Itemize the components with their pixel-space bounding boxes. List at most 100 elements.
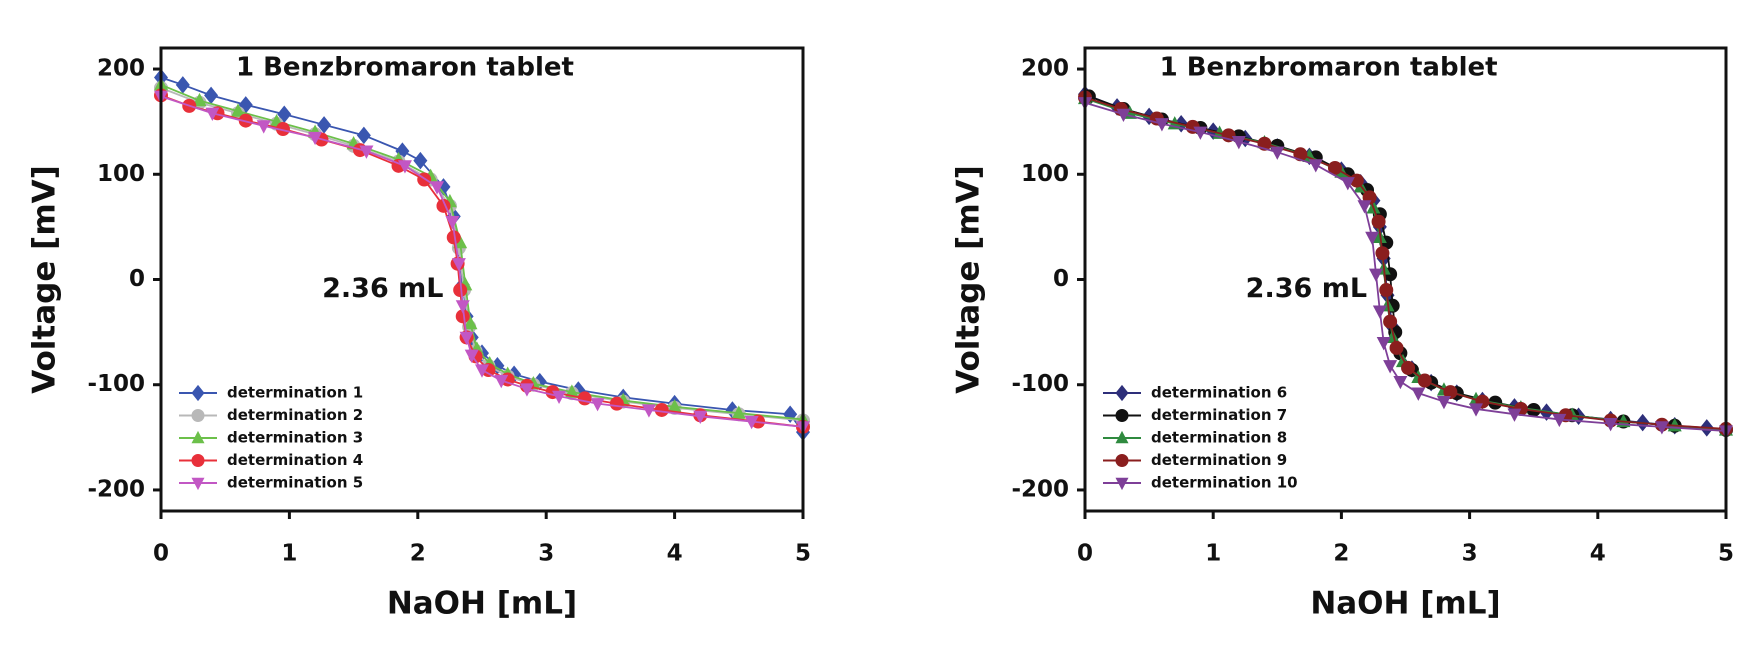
- legend-marker: [191, 477, 205, 491]
- data-point: [453, 283, 468, 298]
- x-tick-label: 2: [410, 541, 426, 567]
- x-axis-title: NaOH [mL]: [1310, 586, 1500, 622]
- x-tick-label: 5: [1718, 541, 1734, 567]
- data-point: [275, 122, 290, 137]
- chart-title: 1 Benzbromaron tablet: [236, 53, 574, 83]
- data-point: [455, 309, 470, 324]
- y-tick-label: 100: [97, 161, 145, 187]
- data-point: [459, 331, 474, 346]
- x-tick-label: 3: [538, 541, 554, 567]
- series-line: [160, 76, 804, 433]
- data-point: [1436, 395, 1451, 410]
- y-tick-label: -100: [87, 371, 145, 397]
- data-point: [1552, 413, 1567, 428]
- y-tick-label: 100: [1021, 161, 1069, 187]
- legend-marker: [1115, 477, 1129, 491]
- x-tick-label: 4: [667, 541, 683, 567]
- data-point: [231, 103, 246, 117]
- annotation: 2.36 mL: [1246, 273, 1367, 304]
- chart-title: 1 Benzbromaron tablet: [1160, 53, 1498, 83]
- y-tick-label: -200: [1011, 476, 1069, 502]
- plot-frame: [1083, 46, 1728, 513]
- data-point: [744, 415, 759, 430]
- data-point: [1371, 214, 1386, 229]
- legend-label: determination 6: [1151, 384, 1287, 402]
- legend-marker: [191, 409, 205, 423]
- data-point: [731, 405, 746, 419]
- data-point: [519, 383, 534, 397]
- y-tick-label: 200: [1021, 56, 1069, 82]
- data-point: [413, 151, 428, 170]
- data-point: [1654, 421, 1669, 435]
- data-point: [1340, 177, 1355, 191]
- data-point: [1375, 246, 1390, 261]
- data-point: [1327, 160, 1342, 175]
- data-point: [464, 349, 479, 363]
- y-tick-label: 0: [129, 266, 145, 292]
- data-point: [654, 402, 669, 417]
- legend-label: determination 1: [227, 384, 363, 402]
- data-point: [445, 216, 460, 230]
- legend-label: determination 10: [1151, 474, 1298, 492]
- legend-label: determination 5: [227, 474, 363, 492]
- data-point: [1401, 360, 1416, 375]
- data-point: [1372, 305, 1387, 319]
- x-tick-label: 4: [1590, 541, 1606, 567]
- data-point: [1357, 200, 1372, 214]
- y-axis-title: Voltage [mV]: [27, 165, 63, 394]
- series-line: [1088, 95, 1727, 431]
- y-tick-label: -100: [1011, 371, 1069, 397]
- data-point: [1154, 118, 1169, 132]
- data-point: [1365, 231, 1380, 246]
- data-point: [430, 181, 445, 195]
- legend-label: determination 4: [227, 451, 363, 469]
- data-point: [1389, 340, 1404, 355]
- data-point: [577, 391, 592, 406]
- data-point: [1231, 136, 1246, 150]
- legend-marker: [191, 454, 205, 467]
- data-point: [641, 404, 656, 418]
- legend-marker: [1115, 409, 1129, 423]
- data-point: [552, 390, 567, 405]
- data-point: [1376, 337, 1391, 351]
- data-point: [1417, 373, 1432, 388]
- data-point: [1270, 146, 1285, 160]
- data-point: [451, 258, 466, 272]
- data-point: [463, 315, 478, 330]
- data-point: [1383, 314, 1398, 329]
- data-point: [1603, 418, 1618, 432]
- x-tick-label: 0: [153, 541, 169, 567]
- data-point: [1116, 108, 1131, 122]
- data-point: [359, 145, 374, 159]
- data-point: [256, 120, 271, 134]
- data-point: [590, 398, 605, 412]
- data-point: [1379, 283, 1394, 298]
- y-axis-title: Voltage [mV]: [951, 165, 987, 394]
- data-point: [494, 374, 509, 389]
- data-point: [205, 107, 220, 121]
- data-point: [308, 131, 323, 146]
- y-tick-label: -200: [87, 476, 145, 502]
- data-point: [1369, 268, 1384, 282]
- y-tick-label: 0: [1053, 266, 1069, 292]
- legend-marker: [1115, 454, 1129, 467]
- x-tick-label: 2: [1333, 541, 1349, 567]
- data-point: [609, 396, 624, 411]
- x-axis-title: NaOH [mL]: [387, 586, 577, 622]
- legend-label: determination 3: [227, 429, 363, 447]
- legend-label: determination 9: [1151, 451, 1287, 469]
- data-point: [1308, 159, 1323, 173]
- data-point: [1507, 408, 1522, 422]
- legend-label: determination 8: [1151, 429, 1287, 447]
- data-point: [1349, 173, 1364, 188]
- legend-marker: [191, 384, 205, 402]
- data-point: [204, 86, 219, 105]
- data-point: [317, 116, 332, 134]
- data-point: [397, 160, 412, 174]
- data-point: [667, 399, 682, 413]
- data-point: [175, 76, 190, 94]
- data-point: [192, 92, 207, 107]
- data-point: [693, 410, 708, 424]
- x-tick-label: 5: [795, 541, 811, 567]
